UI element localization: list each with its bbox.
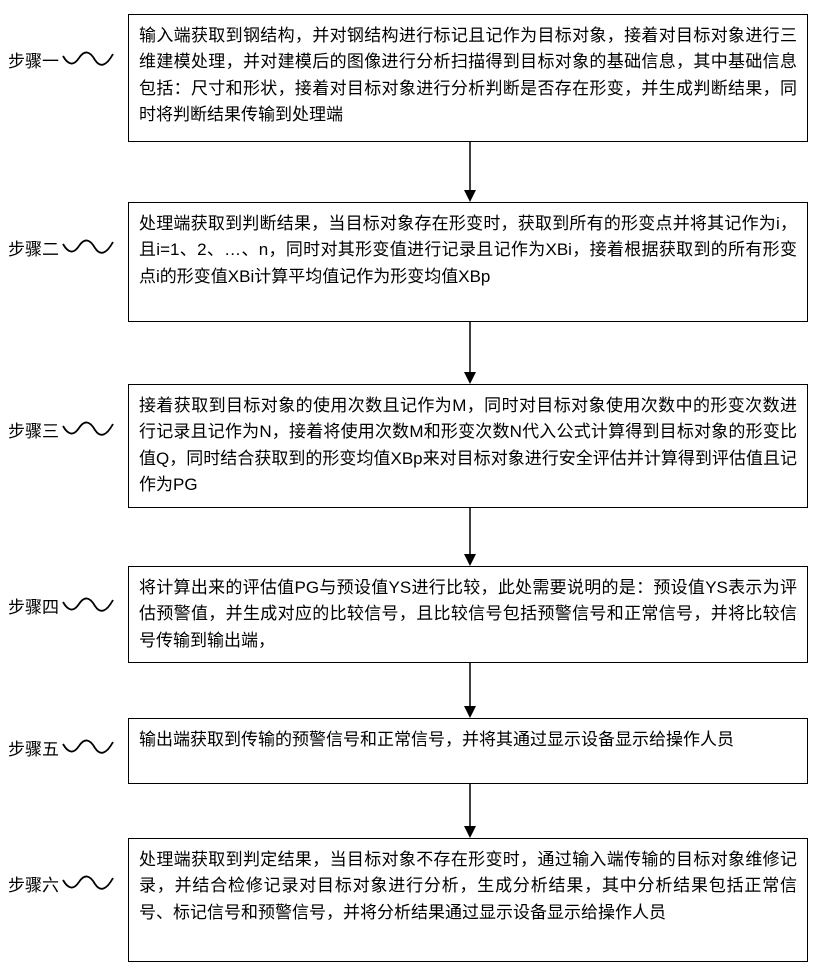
squiggle-connector: [61, 234, 115, 260]
step-label-text: 步骤二: [8, 235, 59, 260]
step-label-text: 步骤六: [8, 871, 59, 896]
squiggle-connector: [61, 46, 115, 72]
step-label-text: 步骤四: [8, 593, 59, 618]
arrow-down: [460, 662, 480, 718]
step-label: 步骤三: [0, 406, 128, 442]
step-label: 步骤一: [0, 36, 128, 72]
arrow-down: [460, 784, 480, 838]
squiggle-connector: [61, 416, 115, 442]
step-box: 处理端获取到判断结果，当目标对象存在形变时，获取到所有的形变点并将其记作为i，且…: [128, 202, 808, 322]
squiggle-connector: [61, 870, 115, 896]
arrow-down: [460, 322, 480, 384]
step-label: 步骤六: [0, 860, 128, 896]
step-label: 步骤四: [0, 582, 128, 618]
step-label-text: 步骤五: [8, 735, 59, 760]
step-box: 将计算出来的评估值PG与预设值YS进行比较，此处需要说明的是：预设值YS表示为评…: [128, 566, 808, 663]
squiggle-connector: [61, 592, 115, 618]
step-label-text: 步骤一: [8, 47, 59, 72]
step-row: 步骤一 输入端获取到钢结构，并对钢结构进行标记且记作为目标对象，接着对目标对象进行…: [0, 14, 838, 142]
step-row: 步骤五 输出端获取到传输的预警信号和正常信号，并将其通过显示设备显示给操作人员: [0, 718, 838, 784]
arrow-down: [460, 508, 480, 566]
step-box: 输入端获取到钢结构，并对钢结构进行标记且记作为目标对象，接着对目标对象进行三维建…: [128, 14, 808, 142]
step-label: 步骤二: [0, 224, 128, 260]
step-label-text: 步骤三: [8, 417, 59, 442]
squiggle-connector: [61, 734, 115, 760]
step-row: 步骤二 处理端获取到判断结果，当目标对象存在形变时，获取到所有的形变点并将其记作为…: [0, 202, 838, 322]
step-box: 处理端获取到判定结果，当目标对象不存在形变时，通过输入端传输的目标对象维修记录，…: [128, 838, 808, 962]
step-row: 步骤三 接着获取到目标对象的使用次数且记作为M，同时对目标对象使用次数中的形变次数…: [0, 384, 838, 508]
step-box: 接着获取到目标对象的使用次数且记作为M，同时对目标对象使用次数中的形变次数进行记…: [128, 384, 808, 508]
step-box: 输出端获取到传输的预警信号和正常信号，并将其通过显示设备显示给操作人员: [128, 718, 808, 784]
step-label: 步骤五: [0, 724, 128, 760]
step-row: 步骤四 将计算出来的评估值PG与预设值YS进行比较，此处需要说明的是：预设值YS表…: [0, 566, 838, 663]
arrow-down: [460, 142, 480, 202]
step-row: 步骤六 处理端获取到判定结果，当目标对象不存在形变时，通过输入端传输的目标对象维修…: [0, 838, 838, 962]
